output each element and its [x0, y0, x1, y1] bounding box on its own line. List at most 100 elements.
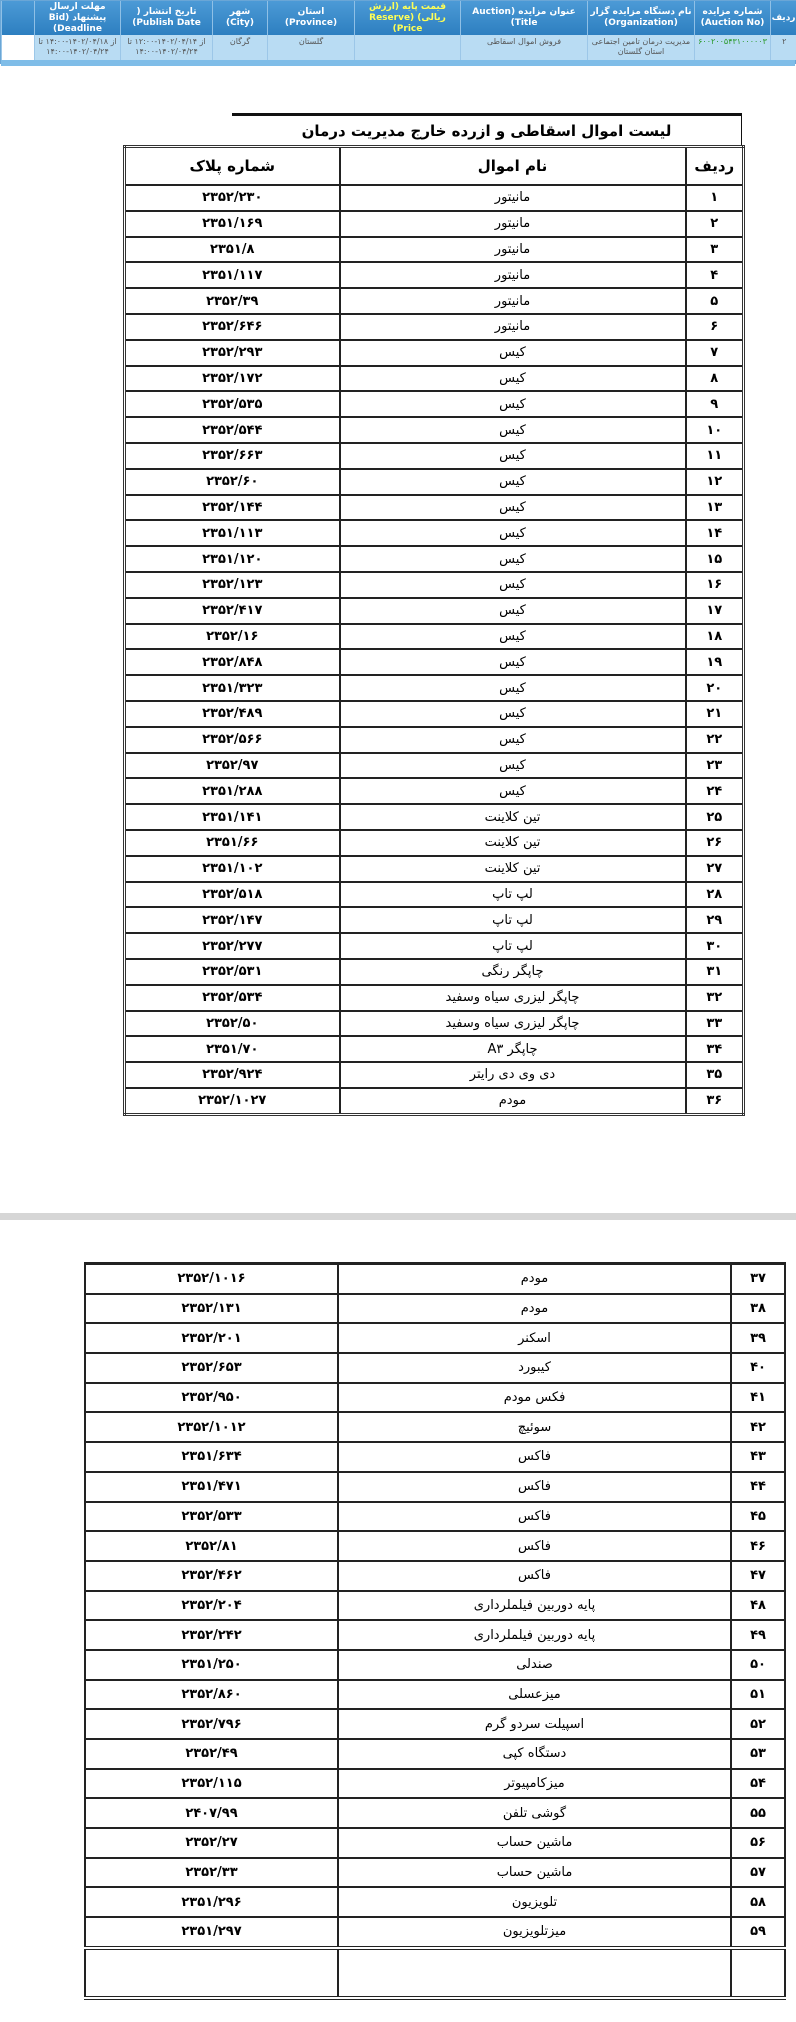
- cell-name: کیس: [338, 519, 687, 548]
- cell-plaque: ۲۳۵۲/۵۰: [123, 1009, 341, 1038]
- auction-header-table: ردیف شماره مزایده (Auction No) نام دستگا…: [0, 0, 796, 66]
- cell-radif: ۵۹: [730, 1916, 786, 1949]
- cell-plaque: ۲۳۵۲/۱۰۲۷: [123, 1086, 341, 1116]
- cell-name: میزعسلی: [337, 1678, 732, 1711]
- col-publish-date[interactable]: تاریخ انتشار ( Publish Date): [120, 1, 213, 35]
- col-city[interactable]: شهر (City): [212, 1, 268, 35]
- cell-name: اسکنر: [337, 1322, 732, 1355]
- cell-radif: ۵۲: [730, 1708, 786, 1740]
- cell-radif: ۳۲: [684, 983, 745, 1012]
- cell-plaque: ۲۳۵۲/۳۹: [123, 287, 341, 315]
- table-row: ۴۶ فاکس ۲۳۵۲/۸۱: [84, 1530, 786, 1562]
- table-row: ۴۰ کیبورد ۲۳۵۲/۶۵۳: [84, 1352, 786, 1384]
- cell-name: چاپگر رنگی: [338, 957, 687, 986]
- cell-radif: ۲۲: [684, 725, 745, 754]
- cell-radif: ۱۵: [684, 545, 745, 573]
- cell-name: کیس: [338, 493, 687, 522]
- table-row: ۱۴ کیس ۲۳۵۱/۱۱۳: [123, 519, 745, 548]
- cell-radif: ۱۸: [684, 622, 745, 651]
- cell-name: مانیتور: [338, 209, 687, 238]
- cell-plaque: ۲۳۵۲/۶۶۳: [123, 441, 341, 470]
- col-province[interactable]: استان (Province): [267, 1, 355, 35]
- cell-name: دی وی دی رایتر: [338, 1061, 687, 1089]
- table-row: ۳ مانیتور ۲۳۵۱/۸: [123, 235, 745, 264]
- cell-name: لپ تاپ: [338, 880, 687, 909]
- cell-plaque: ۲۳۵۲/۵۳۴: [123, 983, 341, 1012]
- cell-name: کیس: [338, 777, 687, 806]
- cell-reserve-price: [354, 35, 461, 60]
- cell-auction-no[interactable]: ۶۰۰۲۰۰۵۴۳۱۰۰۰۰۰۳: [694, 35, 771, 60]
- cell-name: فاکس: [337, 1530, 732, 1562]
- cell-plaque: ۲۳۵۲/۶۰: [123, 467, 341, 496]
- col-auction-no[interactable]: شماره مزایده (Auction No): [694, 1, 771, 35]
- cell-name: میزکامپیوتر: [337, 1767, 732, 1800]
- table-row: ۲۱ کیس ۲۳۵۲/۴۸۹: [123, 699, 745, 728]
- cell-radif: ۵۰: [730, 1648, 786, 1681]
- assets-table-page-1: ردیف نام اموال شماره پلاک ۱ مانیتور ۲۳۵۲/۲…: [123, 145, 745, 1116]
- cell-name: چاپگر A۳: [338, 1035, 687, 1064]
- cell-name: کیس: [338, 648, 687, 677]
- cell-radif: ۵۵: [730, 1797, 786, 1830]
- cell-radif: ۲: [770, 35, 796, 60]
- table-row: ۳۵ دی وی دی رایتر ۲۳۵۲/۹۲۴: [123, 1061, 745, 1089]
- cell-radif: ۴۸: [730, 1589, 786, 1622]
- cell-radif: ۴: [684, 261, 745, 290]
- auction-row[interactable]: ۲ ۶۰۰۲۰۰۵۴۳۱۰۰۰۰۰۳ مدیریت درمان تامین اج…: [1, 35, 796, 60]
- cell-plaque: ۲۳۵۲/۴۸۹: [123, 699, 341, 728]
- cell-radif: ۱: [684, 184, 745, 212]
- table-row: ۵۷ ماشین حساب ۲۳۵۲/۳۳: [84, 1856, 786, 1889]
- cell-radif: ۱۰: [684, 416, 745, 444]
- cell-radif: ۲۱: [684, 699, 745, 728]
- table-row: ۱۹ کیس ۲۳۵۲/۸۴۸: [123, 648, 745, 677]
- cell-plaque: ۲۳۵۲/۶۴۶: [123, 312, 341, 341]
- cell-province: گلستان: [267, 35, 355, 60]
- cell-name: لپ تاپ: [338, 906, 687, 935]
- cell-radif: ۲۷: [684, 854, 745, 883]
- table-row: ۱۷ کیس ۲۳۵۲/۴۱۷: [123, 596, 745, 625]
- empty-cell: [84, 1945, 339, 2000]
- cell-radif: ۵۳: [730, 1738, 786, 1770]
- table-row: ۳۲ چاپگر لیزری سیاه وسفید ۲۳۵۲/۵۳۴: [123, 983, 745, 1012]
- cell-name: مانیتور: [338, 235, 687, 264]
- table-row: ۴۳ فاکس ۲۳۵۱/۶۳۴: [84, 1441, 786, 1473]
- col-organization[interactable]: نام دستگاه مزایده گزار (Organization): [587, 1, 695, 35]
- cell-radif: ۴۹: [730, 1619, 786, 1651]
- cell-name: کیبورد: [337, 1352, 732, 1384]
- cell-name: کیس: [338, 416, 687, 444]
- cell-name: مانیتور: [338, 287, 687, 315]
- cell-name: تین کلاینت: [338, 803, 687, 831]
- cell-radif: ۴۴: [730, 1470, 786, 1503]
- cell-plaque: ۲۳۵۱/۱۱۷: [123, 261, 341, 290]
- cell-name: مانیتور: [338, 184, 687, 212]
- cell-name: گوشی تلفن: [337, 1797, 732, 1830]
- cell-plaque: ۲۳۵۲/۱۱۵: [84, 1767, 339, 1800]
- cell-radif: ۳۵: [684, 1061, 745, 1089]
- cell-plaque: ۲۳۵۲/۱۰۱۲: [84, 1411, 339, 1444]
- table-row: ۵ مانیتور ۲۳۵۲/۳۹: [123, 287, 745, 315]
- cell-auction-title[interactable]: فروش اموال اسقاطی: [460, 35, 588, 60]
- empty-row: [84, 1945, 786, 2000]
- table-row: ۳۶ مودم ۲۳۵۲/۱۰۲۷: [123, 1086, 745, 1116]
- cell-radif: ۲۸: [684, 880, 745, 909]
- cell-plaque: ۲۳۵۲/۵۳۱: [123, 957, 341, 986]
- cell-name: فاکس: [337, 1470, 732, 1503]
- cell-name: چاپگر لیزری سیاه وسفید: [338, 1009, 687, 1038]
- col-reserve-price[interactable]: قیمت پایه (ارزش ریالی) (Reserve Price): [354, 1, 461, 35]
- cell-plaque: ۲۳۵۲/۱۷۲: [123, 364, 341, 393]
- cell-radif: ۱۹: [684, 648, 745, 677]
- cell-plaque: ۲۳۵۲/۱۰۱۶: [84, 1262, 339, 1295]
- col-bid-deadline[interactable]: مهلت ارسال پیشنهاد (Bid Deadline): [34, 1, 121, 35]
- page-divider: [0, 1213, 796, 1220]
- table-row: ۲۶ تین کلاینت ۲۳۵۱/۶۶: [123, 828, 745, 857]
- cell-name: تین کلاینت: [338, 828, 687, 857]
- table-row: ۴۵ فاکس ۲۳۵۲/۵۳۳: [84, 1500, 786, 1533]
- col-radif[interactable]: ردیف: [770, 1, 796, 35]
- cell-name: کیس: [338, 725, 687, 754]
- col-auction-title[interactable]: عنوان مزایده (Auction Title): [460, 1, 588, 35]
- cell-radif: ۷: [684, 338, 745, 367]
- cell-plaque: ۲۳۵۲/۷۹۶: [84, 1708, 339, 1740]
- cell-name: مودم: [338, 1086, 687, 1116]
- table-row: ۲۲ کیس ۲۳۵۲/۵۶۶: [123, 725, 745, 754]
- cell-plaque: ۲۳۵۲/۱۶: [123, 622, 341, 651]
- cell-radif: ۲۳: [684, 751, 745, 780]
